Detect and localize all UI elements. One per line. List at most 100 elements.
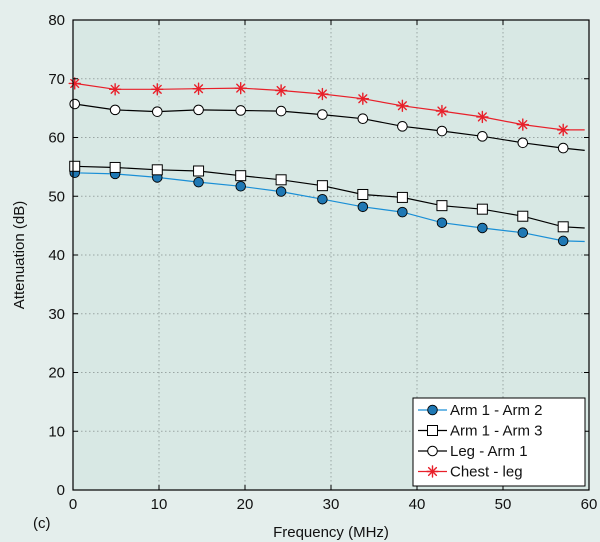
series-3 bbox=[69, 98, 585, 154]
legend-marker bbox=[427, 425, 438, 436]
data-point bbox=[235, 181, 246, 192]
data-point bbox=[69, 98, 81, 110]
legend-label: Leg - Arm 1 bbox=[450, 443, 528, 460]
data-point bbox=[109, 104, 121, 116]
legend: Arm 1 - Arm 2 Arm 1 - Arm 3 Leg - Arm 1 Che… bbox=[412, 397, 586, 487]
data-point bbox=[151, 83, 164, 96]
asterisk-stroke bbox=[518, 119, 528, 130]
data-point bbox=[557, 123, 570, 137]
data-point bbox=[151, 106, 163, 117]
legend-item: Leg - Arm 1 bbox=[418, 443, 528, 460]
data-point bbox=[517, 210, 529, 222]
data-point bbox=[517, 227, 529, 238]
y-tick-label: 20 bbox=[48, 365, 65, 382]
legend-item: Arm 1 - Arm 2 bbox=[418, 402, 543, 419]
data-point bbox=[193, 165, 205, 177]
data-point bbox=[396, 191, 408, 203]
data-point bbox=[275, 174, 287, 186]
x-tick-label: 0 bbox=[69, 496, 77, 513]
asterisk-stroke bbox=[193, 84, 204, 94]
series-layer bbox=[68, 77, 585, 247]
asterisk-stroke bbox=[397, 101, 407, 111]
data-point bbox=[397, 206, 408, 218]
data-point bbox=[274, 84, 288, 97]
data-point bbox=[317, 193, 328, 205]
data-point bbox=[477, 222, 488, 234]
data-point bbox=[476, 203, 488, 215]
data-point bbox=[193, 104, 204, 116]
legend-label: Arm 1 - Arm 2 bbox=[450, 402, 543, 419]
data-point bbox=[317, 109, 328, 120]
data-point bbox=[435, 104, 449, 118]
legend-marker bbox=[427, 404, 438, 416]
data-point bbox=[436, 200, 448, 212]
data-point bbox=[151, 164, 163, 176]
legend-marker bbox=[426, 465, 439, 478]
data-point bbox=[557, 142, 569, 154]
legend-item: Chest - leg bbox=[418, 464, 523, 481]
asterisk-stroke bbox=[477, 112, 487, 122]
data-point bbox=[192, 82, 205, 95]
asterisk-stroke bbox=[558, 125, 568, 135]
legend-label: Chest - leg bbox=[450, 464, 523, 481]
x-axis-label: Frequency (MHz) bbox=[273, 524, 389, 541]
legend-item: Arm 1 - Arm 3 bbox=[418, 423, 543, 440]
x-tick-label: 10 bbox=[151, 496, 168, 513]
data-point bbox=[275, 186, 287, 197]
y-tick-label: 50 bbox=[48, 188, 65, 205]
asterisk-stroke bbox=[358, 94, 368, 104]
panel-label: (c) bbox=[33, 515, 51, 532]
data-point bbox=[397, 121, 408, 132]
x-tick-label: 50 bbox=[495, 496, 512, 513]
y-tick-label: 60 bbox=[48, 130, 65, 147]
asterisk-stroke bbox=[236, 83, 246, 93]
asterisk-stroke bbox=[152, 84, 162, 94]
x-tick-label: 60 bbox=[581, 496, 598, 513]
series-4 bbox=[68, 77, 585, 137]
asterisk-stroke bbox=[317, 89, 327, 99]
data-point bbox=[557, 221, 569, 233]
series-line bbox=[74, 172, 585, 243]
data-point bbox=[234, 81, 247, 95]
data-point bbox=[193, 176, 204, 188]
y-tick-label: 80 bbox=[48, 12, 65, 29]
data-point bbox=[357, 113, 369, 124]
y-axis-label: Attenuation (dB) bbox=[11, 201, 28, 309]
data-point bbox=[357, 201, 369, 213]
x-tick-label: 30 bbox=[323, 496, 340, 513]
data-point bbox=[396, 99, 409, 112]
data-point bbox=[357, 188, 369, 200]
ticks: 0 10 20 30 40 50 60 70 80 0 10 20 30 40 50 60 bbox=[48, 12, 597, 513]
x-tick-label: 20 bbox=[237, 496, 254, 513]
series-2 bbox=[69, 160, 585, 233]
data-point bbox=[316, 87, 329, 101]
series-line bbox=[74, 165, 585, 229]
data-point bbox=[109, 161, 121, 173]
data-point bbox=[235, 170, 247, 182]
asterisk-stroke bbox=[427, 466, 438, 477]
data-point bbox=[68, 77, 81, 90]
data-point bbox=[275, 105, 287, 117]
data-point bbox=[476, 110, 489, 124]
data-point bbox=[516, 118, 529, 131]
data-point bbox=[436, 217, 448, 228]
data-point bbox=[235, 105, 246, 116]
series-line bbox=[74, 103, 585, 151]
data-point bbox=[517, 137, 529, 149]
legend-marker bbox=[427, 445, 438, 457]
data-point bbox=[477, 131, 488, 142]
data-point bbox=[436, 125, 448, 137]
y-tick-label: 10 bbox=[48, 423, 65, 440]
asterisk-stroke bbox=[110, 84, 120, 94]
asterisk-stroke bbox=[276, 85, 286, 96]
y-tick-label: 30 bbox=[48, 306, 65, 323]
y-tick-label: 70 bbox=[48, 71, 65, 88]
y-tick-label: 0 bbox=[57, 482, 65, 499]
data-point bbox=[69, 160, 81, 172]
y-tick-label: 40 bbox=[48, 247, 65, 264]
x-tick-label: 40 bbox=[409, 496, 426, 513]
data-point bbox=[316, 180, 328, 192]
data-point bbox=[557, 235, 569, 247]
series-line bbox=[74, 82, 585, 131]
